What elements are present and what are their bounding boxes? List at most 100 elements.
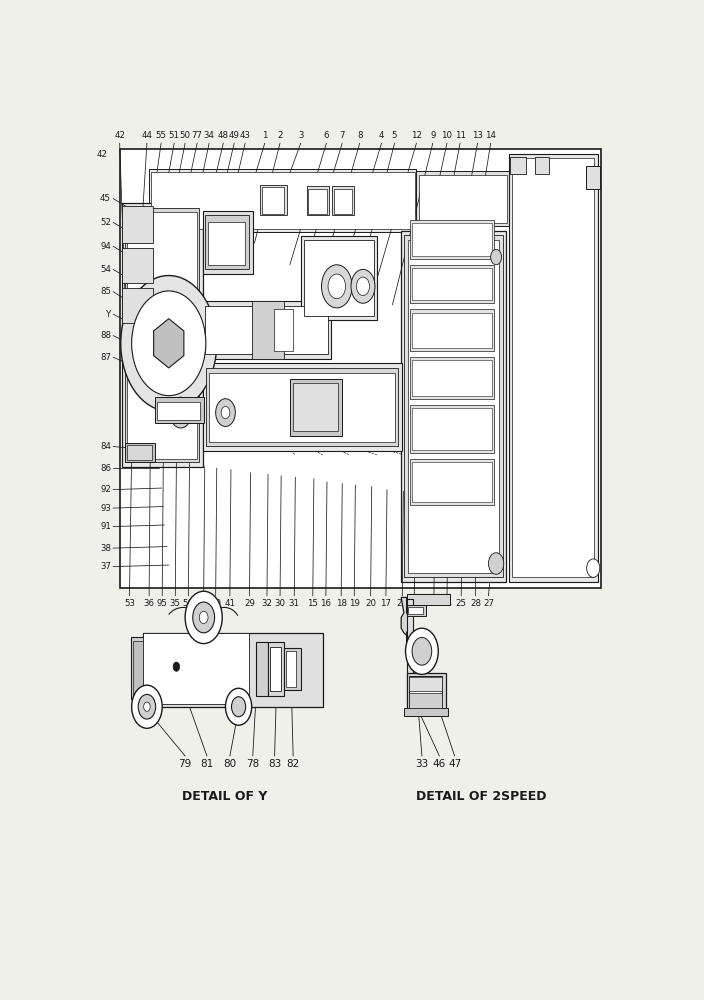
Circle shape (138, 694, 156, 719)
Text: 84: 84 (100, 442, 111, 451)
Bar (290, 379, 341, 436)
Bar (203, 363, 402, 451)
Bar (127, 445, 152, 460)
Text: 6: 6 (324, 131, 329, 140)
Circle shape (225, 688, 252, 725)
Text: 48: 48 (218, 131, 229, 140)
Text: 30: 30 (275, 599, 286, 608)
Text: 93: 93 (100, 504, 111, 513)
Text: 79: 79 (179, 759, 191, 769)
Text: 85: 85 (100, 287, 111, 296)
Bar (308, 186, 329, 215)
Text: Y: Y (106, 310, 111, 319)
Text: 41: 41 (225, 599, 235, 608)
Text: 27: 27 (483, 599, 494, 608)
Text: 33: 33 (415, 759, 429, 769)
Bar (410, 309, 494, 351)
Circle shape (351, 269, 375, 303)
Text: 42: 42 (96, 150, 108, 159)
Bar (142, 633, 249, 704)
Circle shape (491, 249, 501, 265)
Text: 14: 14 (485, 131, 496, 140)
Text: 24: 24 (441, 599, 453, 608)
Text: 42: 42 (114, 131, 125, 140)
Bar (142, 633, 322, 707)
Circle shape (328, 274, 346, 299)
Text: 45: 45 (100, 194, 111, 203)
Bar (260, 185, 287, 215)
Text: 28: 28 (470, 599, 481, 608)
Bar (122, 288, 153, 323)
Bar (412, 462, 491, 502)
Bar (286, 651, 296, 687)
Text: 20: 20 (365, 599, 376, 608)
Text: 25: 25 (455, 599, 467, 608)
Bar (536, 157, 549, 174)
Bar (332, 186, 354, 215)
Bar (409, 693, 441, 708)
Circle shape (199, 611, 208, 624)
Bar (151, 172, 415, 229)
Bar (293, 383, 338, 431)
Text: 95: 95 (157, 599, 168, 608)
Bar (209, 373, 395, 442)
Bar (157, 402, 201, 420)
Text: 47: 47 (448, 759, 461, 769)
Circle shape (121, 276, 217, 411)
Text: 29: 29 (244, 599, 255, 608)
Circle shape (356, 277, 370, 296)
Text: 15: 15 (307, 599, 318, 608)
Text: 46: 46 (433, 759, 446, 769)
Text: DETAIL OF 2SPEED: DETAIL OF 2SPEED (415, 790, 546, 803)
Bar (412, 312, 491, 348)
Text: 50: 50 (180, 131, 191, 140)
Text: 91: 91 (100, 522, 111, 531)
Circle shape (406, 628, 439, 674)
Text: 49: 49 (229, 131, 239, 140)
Text: 43: 43 (239, 131, 251, 140)
Bar (417, 171, 509, 226)
Bar (270, 647, 281, 691)
Bar (404, 235, 503, 577)
Circle shape (132, 291, 206, 396)
Bar (127, 212, 197, 459)
Text: 4: 4 (379, 131, 384, 140)
Bar (125, 443, 155, 462)
Circle shape (170, 397, 191, 428)
Polygon shape (401, 597, 420, 710)
Circle shape (144, 702, 150, 711)
Bar (252, 301, 284, 359)
Bar (412, 223, 491, 256)
Text: 44: 44 (142, 131, 153, 140)
Bar (404, 708, 448, 716)
Bar (412, 360, 491, 396)
Bar (409, 677, 441, 691)
Bar (206, 215, 249, 269)
Text: 32: 32 (261, 599, 272, 608)
Bar (301, 235, 377, 320)
Bar (206, 368, 398, 446)
Bar (419, 175, 507, 223)
Text: 2: 2 (277, 131, 283, 140)
Bar (586, 166, 600, 189)
Bar (205, 306, 328, 354)
Circle shape (193, 602, 215, 633)
Bar (203, 211, 253, 274)
Text: 9: 9 (430, 131, 436, 140)
Text: 51: 51 (169, 131, 180, 140)
Text: 5: 5 (392, 131, 397, 140)
Bar (407, 673, 446, 711)
Circle shape (232, 697, 246, 717)
Bar (410, 357, 494, 399)
Bar (133, 641, 147, 696)
Bar (149, 169, 417, 232)
Text: 82: 82 (287, 759, 300, 769)
Text: 83: 83 (268, 759, 281, 769)
Circle shape (132, 685, 162, 728)
Text: 26: 26 (429, 599, 439, 608)
Bar (304, 240, 374, 316)
Bar (201, 301, 332, 359)
Text: 52: 52 (100, 218, 111, 227)
Circle shape (412, 637, 432, 665)
Text: 77: 77 (191, 131, 203, 140)
